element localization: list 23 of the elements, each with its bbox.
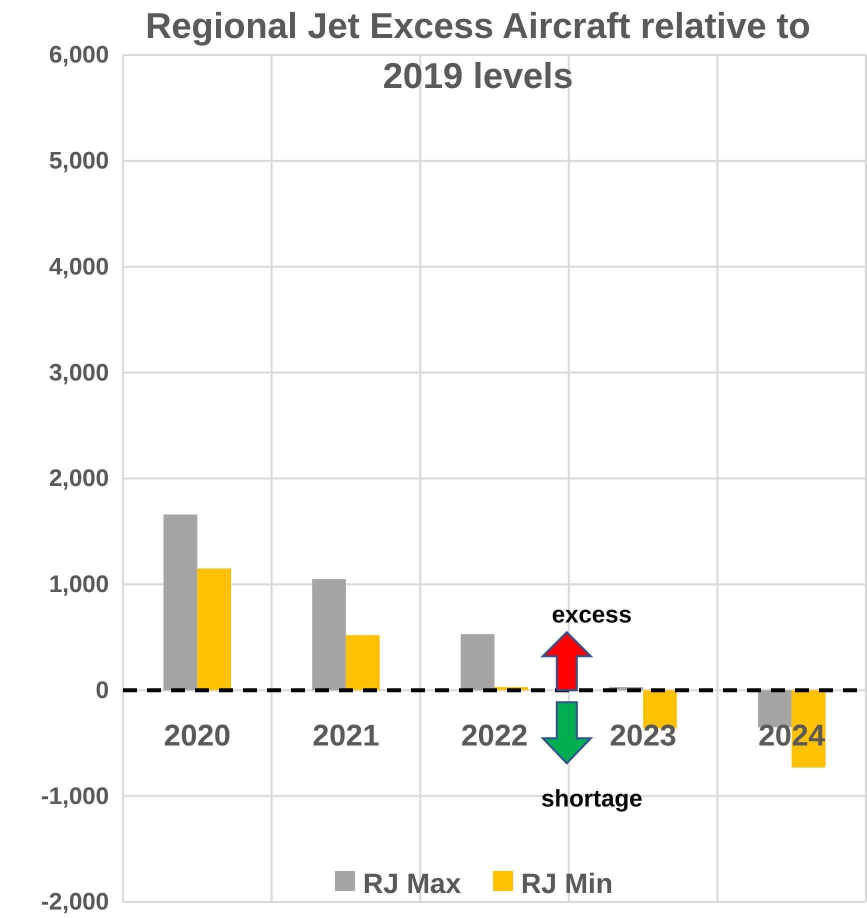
x-tick-label: 2022 [461, 720, 528, 753]
y-tick-label: 5,000 [48, 148, 109, 175]
x-tick-label: 2023 [610, 720, 676, 753]
chart-title: Regional Jet Excess Aircraft relative to 2019 levels [146, 5, 810, 96]
bar [164, 514, 198, 690]
y-tick-label: 1,000 [48, 571, 109, 598]
y-tick-label: 0 [96, 676, 109, 704]
annotation: excess [552, 601, 632, 628]
y-tick-label: 6,000 [48, 42, 109, 69]
y-tick-label: 2,000 [48, 465, 109, 492]
bar [197, 568, 232, 690]
x-tick-label: 2021 [312, 720, 380, 753]
bar [346, 635, 380, 690]
legend-label: RJ Max [363, 868, 462, 899]
x-tick-label: 2020 [164, 720, 231, 753]
y-tick-label: 3,000 [48, 359, 109, 386]
legend-label: RJ Min [521, 868, 613, 899]
y-tick-label: -1,000 [40, 782, 109, 810]
y-tick-label: -2,000 [40, 888, 109, 916]
annotation: shortage [541, 785, 642, 812]
y-tick-label: 4,000 [48, 253, 109, 280]
bar [460, 634, 494, 690]
bar [312, 579, 346, 690]
